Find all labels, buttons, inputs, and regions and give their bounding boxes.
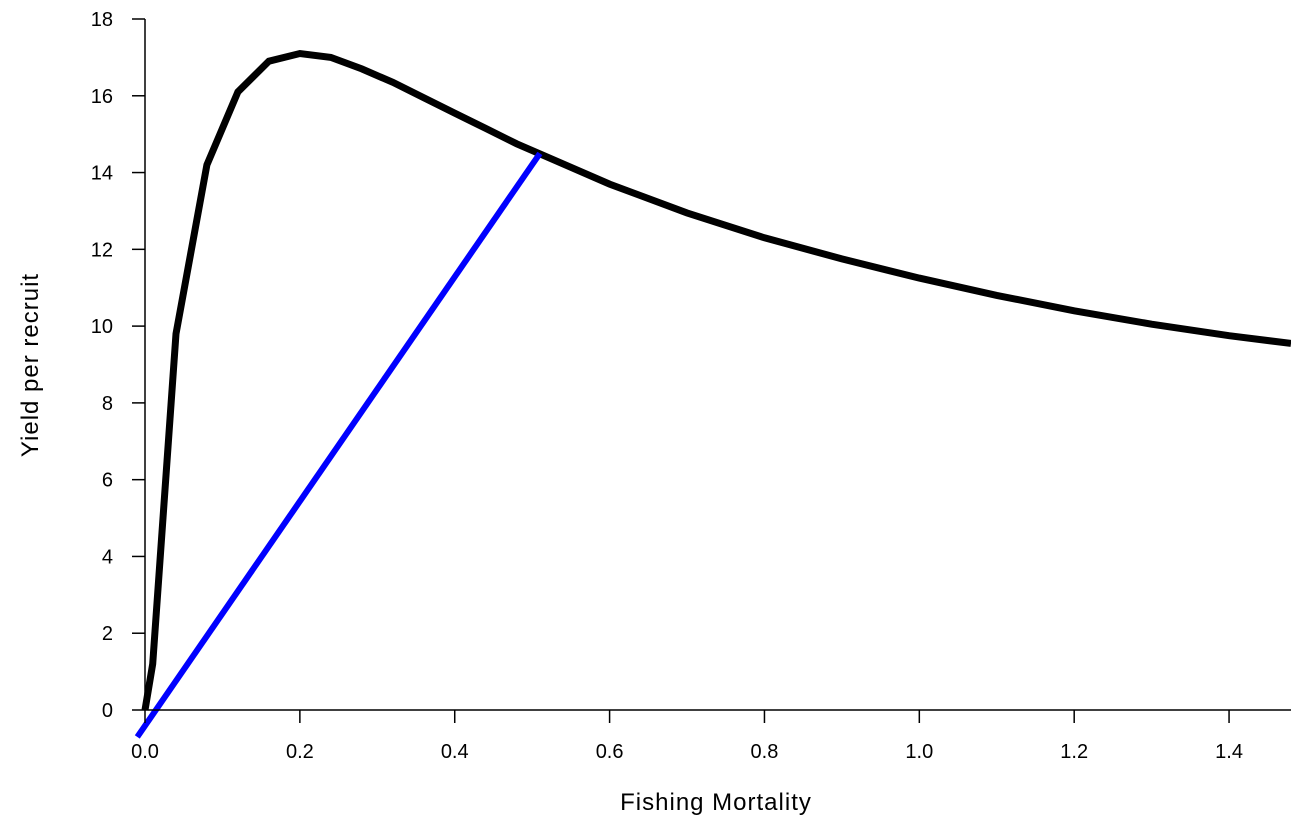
y-tick-label: 16	[91, 86, 113, 108]
y-axis-title: Yield per recruit	[17, 273, 44, 457]
x-tick-label: 0.6	[596, 741, 624, 763]
y-tick-label: 4	[102, 546, 113, 568]
yield-curve-line	[141, 49, 1291, 711]
y-tick-label: 10	[91, 316, 113, 338]
y-tick-label: 8	[102, 393, 113, 415]
x-tick-label: 1.0	[905, 741, 933, 763]
y-tick-label: 12	[91, 239, 113, 261]
tangent-line	[134, 151, 543, 739]
axes	[144, 19, 1291, 711]
x-tick-label: 1.4	[1215, 741, 1243, 763]
x-tick-label: 1.2	[1060, 741, 1088, 763]
x-axis-title: Fishing Mortality	[620, 789, 812, 816]
x-tick-label: 0.4	[441, 741, 469, 763]
y-tick-label: 6	[102, 470, 113, 492]
x-tick-label: 0.0	[131, 741, 159, 763]
x-tick-label: 0.8	[751, 741, 779, 763]
plot-area	[134, 49, 1291, 739]
tick-labels: 0 2 4 6 8 10 12 14 16 18 0.0 0.2 0.4 0.6 0.8 1.0 1.2 1.4	[91, 9, 1243, 763]
y-tick-label: 2	[102, 623, 113, 645]
x-tick-label: 0.2	[286, 741, 314, 763]
y-tick-label: 18	[91, 9, 113, 31]
y-tick-label: 14	[91, 163, 113, 185]
y-tick-label: 0	[102, 700, 113, 722]
